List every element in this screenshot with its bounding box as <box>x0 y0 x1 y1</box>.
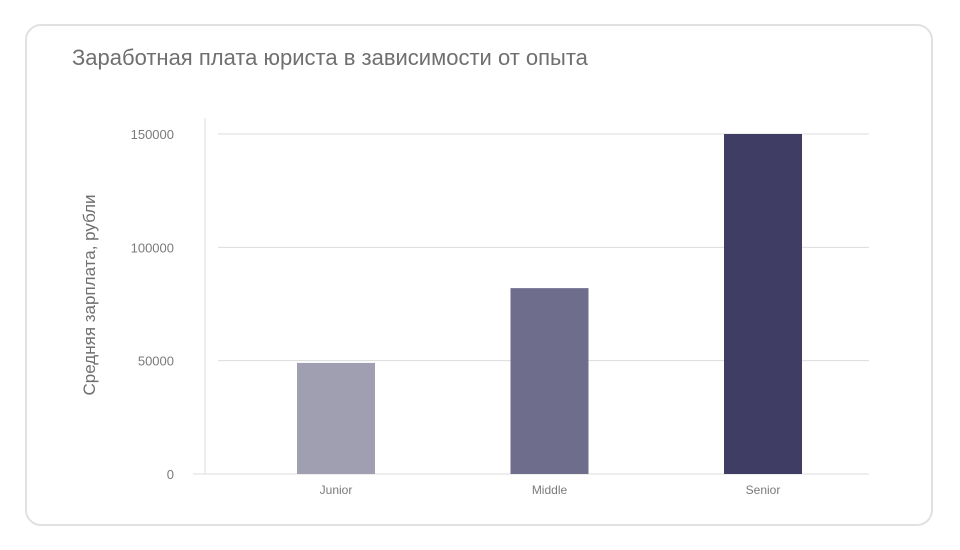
y-tick-label: 0 <box>167 467 174 482</box>
y-tick-label: 150000 <box>131 127 174 142</box>
chart-title: Заработная плата юриста в зависимости от… <box>72 45 588 70</box>
bar-senior <box>724 134 802 474</box>
y-axis-label: Средняя зарплата, рубли <box>80 194 99 395</box>
y-tick-label: 100000 <box>131 240 174 255</box>
bars <box>297 134 802 474</box>
x-tick-label: Senior <box>746 483 781 497</box>
x-tick-label: Middle <box>532 483 568 497</box>
bar-junior <box>297 362 375 474</box>
x-tick-label: Junior <box>320 483 353 497</box>
y-axis-ticks: 0 50000 100000 150000 <box>131 127 174 482</box>
y-tick-label: 50000 <box>138 354 174 369</box>
bar-middle <box>510 288 589 474</box>
x-axis-ticks: Junior Middle Senior <box>320 483 781 497</box>
